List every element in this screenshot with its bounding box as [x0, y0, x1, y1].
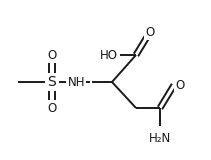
Text: HO: HO: [100, 48, 118, 61]
Text: O: O: [145, 25, 155, 39]
Text: S: S: [48, 75, 56, 89]
Text: O: O: [47, 48, 57, 61]
Text: H₂N: H₂N: [149, 132, 171, 145]
Text: O: O: [175, 79, 184, 92]
Text: O: O: [47, 101, 57, 115]
Text: NH: NH: [68, 76, 85, 88]
